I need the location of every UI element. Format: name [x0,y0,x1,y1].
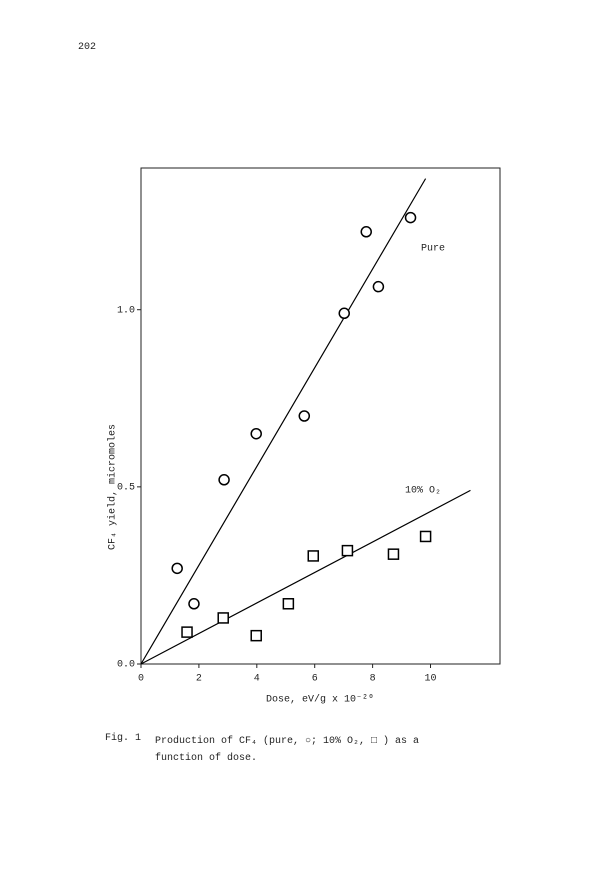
x-tick-label: 0 [138,674,144,685]
x-tick-label: 6 [312,674,318,685]
plot-frame [140,167,501,665]
point [338,307,350,320]
point [188,598,200,610]
y-tick-label: 1.0 [117,305,135,316]
series-label: Pure [421,244,445,255]
caption-text: Production of CF₄ (pure, ○; 10% O₂, □ ) … [155,736,420,764]
point [307,550,320,562]
y-axis-label: CF₄ yield, micromoles [107,424,119,550]
caption-label: Fig. 1 [105,733,142,744]
point [217,612,229,624]
y-tick-label: 0.5 [117,482,135,493]
point [341,544,354,557]
point [298,410,311,422]
point [250,427,262,440]
point [181,626,193,638]
point [218,474,230,486]
x-tick-label: 4 [254,674,260,685]
point [171,562,183,575]
point [419,530,432,543]
point [387,548,400,560]
x-tick-label: 8 [370,674,376,685]
series-label: 10% O₂ [405,486,441,497]
fit-line [140,178,427,665]
point [404,211,417,224]
page-number: 202 [78,42,97,53]
fit-line [140,489,471,665]
y-tick-label: 0.0 [117,660,135,671]
point [372,280,385,293]
point [250,629,262,642]
point [282,598,295,610]
point [360,226,372,238]
x-tick-label: 2 [196,674,202,685]
x-axis-label: Dose, eV/g x 10⁻²⁰ [266,694,374,706]
x-tick-label: 10 [425,674,437,685]
